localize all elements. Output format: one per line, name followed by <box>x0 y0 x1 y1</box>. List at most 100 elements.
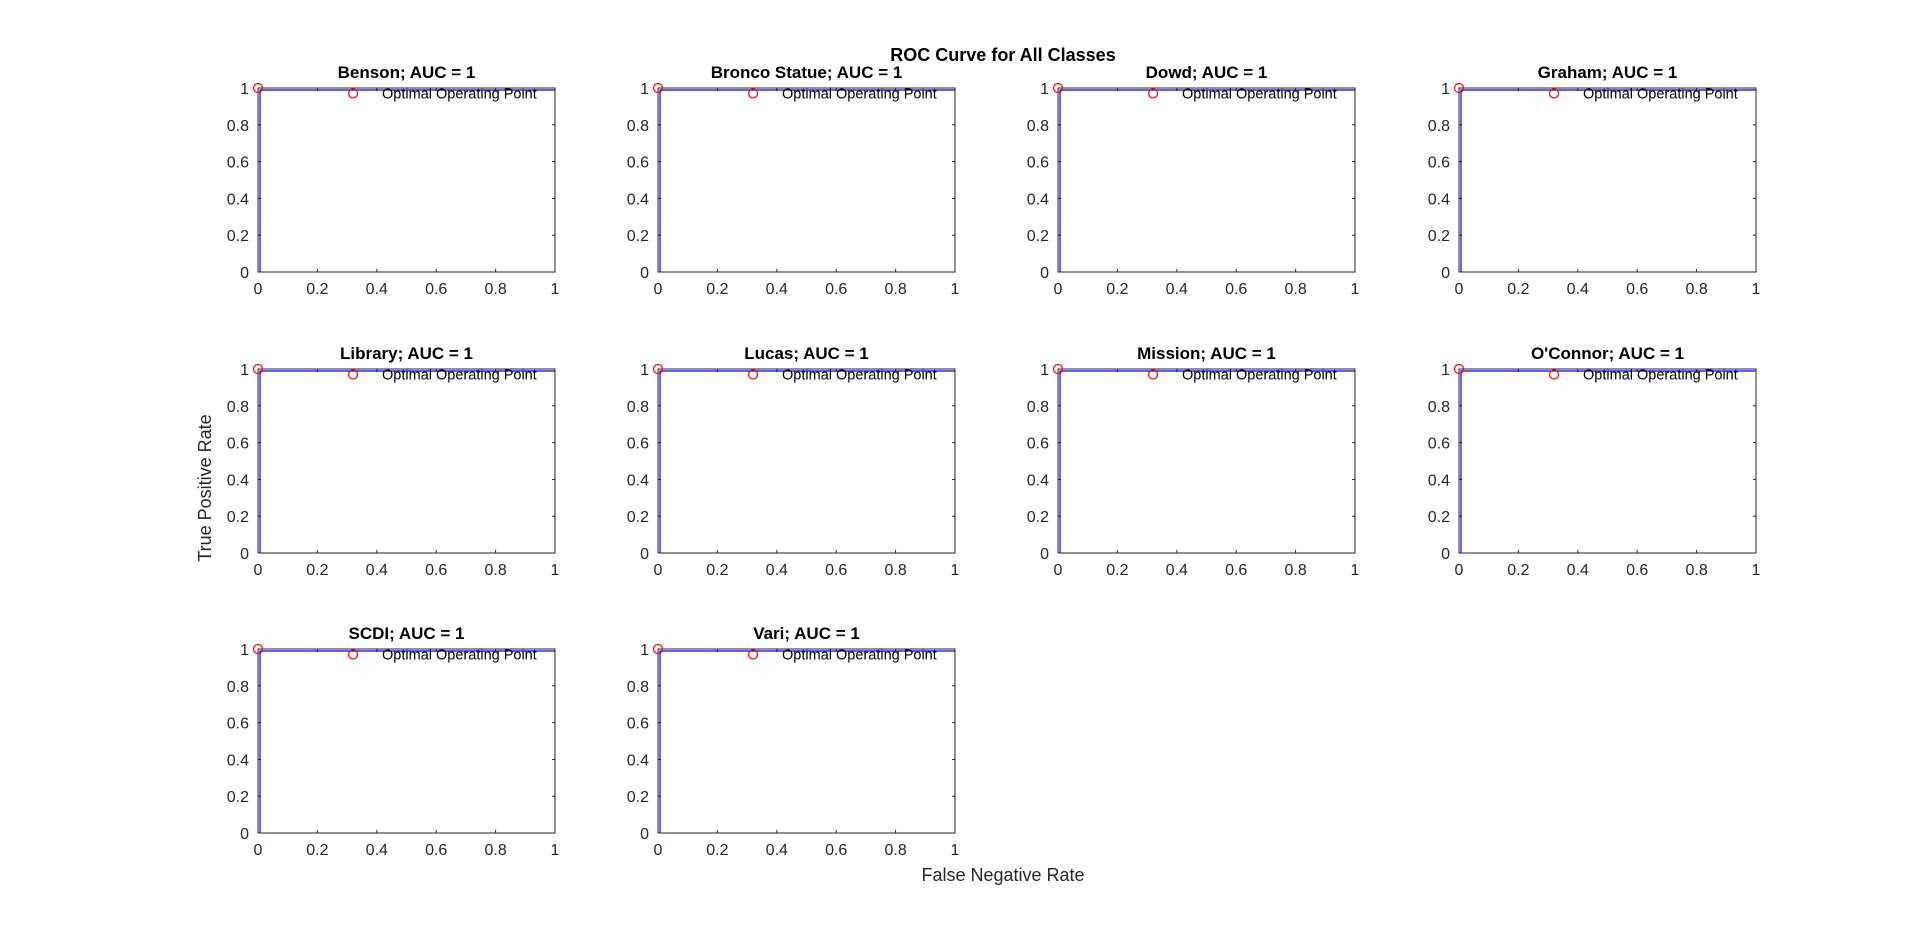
y-tick-label: 0.4 <box>1027 472 1049 489</box>
annotation-label: Optimal Operating Point <box>782 87 937 103</box>
x-axis-label: False Negative Rate <box>921 865 1084 885</box>
y-tick-label: 0 <box>240 546 249 563</box>
y-tick-label: 1 <box>240 81 249 98</box>
roc-curve-line <box>1460 89 1756 272</box>
y-tick-label: 0 <box>1441 265 1450 282</box>
plot-area <box>257 368 556 554</box>
x-tick-label: 1 <box>1351 281 1360 298</box>
plot-area <box>657 368 956 554</box>
subplot-grid: 0 0.2 0.4 0.6 0.8 1 0 0.2 0.4 0.6 0.8 1 Optimal Oper… <box>227 63 1761 859</box>
x-tick-label: 1 <box>951 842 960 859</box>
plot-area <box>657 87 956 273</box>
x-tick-label: 0.8 <box>1284 562 1306 579</box>
annotation-marker <box>1548 369 1560 380</box>
y-tick-label: 0 <box>240 265 249 282</box>
x-tick-label: 0.6 <box>1225 562 1247 579</box>
x-tick-label: 0 <box>1054 562 1063 579</box>
x-tick-label: 1 <box>551 281 560 298</box>
x-tick-label: 0.8 <box>484 842 506 859</box>
y-tick-label: 0.8 <box>627 118 649 135</box>
x-tick-label: 0.6 <box>425 842 447 859</box>
roc-subplot: 0 0.2 0.4 0.6 0.8 1 0 0.2 0.4 0.6 0.8 1 Optimal Oper… <box>1027 63 1360 298</box>
y-tick-label: 0.8 <box>1428 399 1450 416</box>
y-tick-label: 0 <box>1040 546 1049 563</box>
roc-curve-line <box>259 650 555 833</box>
y-tick-label: 0.2 <box>627 789 649 806</box>
x-tick-label: 0.8 <box>484 562 506 579</box>
x-tick-label: 0.4 <box>1567 562 1589 579</box>
x-tick-label: 0.2 <box>706 842 728 859</box>
y-tick-label: 0.2 <box>1428 228 1450 245</box>
y-tick-label: 0 <box>1441 546 1450 563</box>
annotation-marker <box>747 369 759 380</box>
x-tick-label: 0.6 <box>825 842 847 859</box>
y-tick-label: 0.4 <box>627 472 649 489</box>
y-tick-label: 0.8 <box>227 679 249 696</box>
plot-area <box>257 87 556 273</box>
y-tick-label: 0.8 <box>1027 399 1049 416</box>
x-tick-label: 0.2 <box>306 562 328 579</box>
optimal-point-marker <box>252 82 264 94</box>
subplot-title: Vari; AUC = 1 <box>753 624 860 643</box>
x-tick-label: 0 <box>254 562 263 579</box>
y-tick-label: 0.6 <box>227 716 249 733</box>
y-tick-label: 0.6 <box>1027 155 1049 172</box>
x-tick-label: 0 <box>1455 562 1464 579</box>
annotation-label: Optimal Operating Point <box>782 648 937 664</box>
x-tick-label: 0.8 <box>884 842 906 859</box>
subplot-title: O'Connor; AUC = 1 <box>1531 344 1684 363</box>
x-tick-label: 0.2 <box>1106 562 1128 579</box>
y-tick-label: 1 <box>1441 362 1450 379</box>
y-tick-label: 0.2 <box>627 509 649 526</box>
optimal-point-marker <box>1052 363 1064 375</box>
y-tick-label: 0.6 <box>1027 436 1049 453</box>
annotation-label: Optimal Operating Point <box>1583 87 1738 103</box>
x-tick-label: 0 <box>254 281 263 298</box>
x-tick-label: 0.4 <box>766 562 788 579</box>
roc-curve-line <box>259 89 555 272</box>
y-tick-label: 0 <box>640 546 649 563</box>
x-tick-label: 0.4 <box>366 842 388 859</box>
x-tick-label: 1 <box>551 562 560 579</box>
y-tick-label: 0.4 <box>627 191 649 208</box>
annotation-label: Optimal Operating Point <box>382 87 537 103</box>
y-tick-label: 0.4 <box>1027 191 1049 208</box>
y-tick-label: 0.4 <box>1428 191 1450 208</box>
x-tick-label: 0 <box>254 842 263 859</box>
x-tick-label: 0.4 <box>366 281 388 298</box>
annotation-label: Optimal Operating Point <box>382 648 537 664</box>
y-tick-label: 0.6 <box>1428 436 1450 453</box>
y-tick-label: 0 <box>240 826 249 843</box>
roc-curve-line <box>659 89 955 272</box>
y-tick-label: 1 <box>640 642 649 659</box>
x-tick-label: 0.6 <box>425 281 447 298</box>
annotation-label: Optimal Operating Point <box>1182 368 1337 384</box>
annotation-marker <box>1147 88 1159 99</box>
y-tick-label: 0.8 <box>227 118 249 135</box>
optimal-point-marker <box>1453 363 1465 375</box>
annotation-label: Optimal Operating Point <box>782 368 937 384</box>
annotation-label: Optimal Operating Point <box>1583 368 1738 384</box>
roc-curve-line <box>1059 89 1355 272</box>
roc-subplot: 0 0.2 0.4 0.6 0.8 1 0 0.2 0.4 0.6 0.8 1 Optimal Oper… <box>627 624 960 859</box>
y-tick-label: 0.6 <box>1428 155 1450 172</box>
annotation-label: Optimal Operating Point <box>1182 87 1337 103</box>
annotation-marker <box>747 649 759 660</box>
y-tick-label: 0.6 <box>227 436 249 453</box>
annotation-marker <box>1548 88 1560 99</box>
plot-area <box>257 648 556 834</box>
annotation-marker <box>1147 369 1159 380</box>
y-tick-label: 0.4 <box>1428 472 1450 489</box>
optimal-point-marker <box>652 363 664 375</box>
x-tick-label: 0.8 <box>1284 281 1306 298</box>
x-tick-label: 1 <box>951 562 960 579</box>
x-tick-label: 0 <box>654 562 663 579</box>
y-tick-label: 0.2 <box>1027 509 1049 526</box>
y-tick-label: 0.6 <box>227 155 249 172</box>
y-tick-label: 0.6 <box>627 155 649 172</box>
x-tick-label: 0.4 <box>366 562 388 579</box>
x-tick-label: 0.6 <box>425 562 447 579</box>
x-tick-label: 0.6 <box>1225 281 1247 298</box>
y-tick-label: 0 <box>1040 265 1049 282</box>
